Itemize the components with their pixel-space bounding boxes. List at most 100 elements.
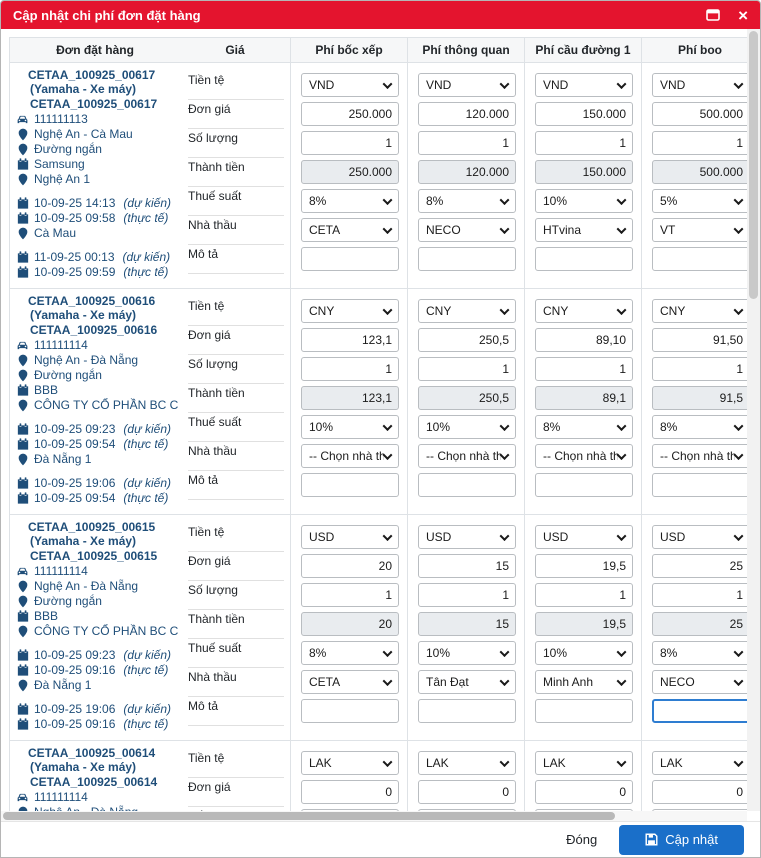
unit-price-input[interactable] <box>418 780 516 804</box>
close-icon[interactable]: × <box>738 5 748 25</box>
quantity-input[interactable] <box>652 809 747 811</box>
contractor-select[interactable]: Tân Đạt <box>418 670 516 694</box>
order-info-line: 10-09-25 09:54 (thực tế) <box>16 437 178 451</box>
currency-select[interactable]: CNY <box>301 299 399 323</box>
tax-rate-select[interactable]: 8% <box>418 189 516 213</box>
description-input[interactable] <box>535 699 633 723</box>
pin-icon <box>16 227 29 240</box>
calendar-icon <box>16 212 29 225</box>
description-input[interactable] <box>652 699 747 723</box>
tax-rate-select[interactable]: 5% <box>652 189 747 213</box>
quantity-input[interactable] <box>418 809 516 811</box>
currency-select[interactable]: VND <box>418 73 516 97</box>
contractor-select[interactable]: -- Chọn nhà thầu -- <box>418 444 516 468</box>
currency-select[interactable]: USD <box>301 525 399 549</box>
contractor-select[interactable]: CETA <box>301 218 399 242</box>
unit-price-input[interactable] <box>301 780 399 804</box>
description-input[interactable] <box>535 247 633 271</box>
currency-select[interactable]: VND <box>301 73 399 97</box>
unit-price-input[interactable] <box>652 780 747 804</box>
unit-price-input[interactable] <box>418 102 516 126</box>
quantity-input[interactable] <box>418 357 516 381</box>
quantity-input[interactable] <box>652 357 747 381</box>
quantity-input[interactable] <box>535 131 633 155</box>
description-input[interactable] <box>418 247 516 271</box>
contractor-select[interactable]: -- Chọn nhà thầu -- <box>535 444 633 468</box>
description-input[interactable] <box>301 699 399 723</box>
order-code: CETAA_100925_00616 <box>30 323 158 337</box>
description-input[interactable] <box>418 699 516 723</box>
description-input[interactable] <box>301 247 399 271</box>
description-input[interactable] <box>652 473 747 497</box>
horizontal-scrollbar[interactable] <box>1 811 747 821</box>
description-input[interactable] <box>418 473 516 497</box>
horizontal-scrollbar-thumb[interactable] <box>3 812 615 820</box>
tax-rate-select[interactable]: 8% <box>652 415 747 439</box>
tax-rate-select[interactable]: 10% <box>301 415 399 439</box>
quantity-input[interactable] <box>301 357 399 381</box>
window-icon[interactable] <box>706 9 720 21</box>
quantity-input[interactable] <box>301 809 399 811</box>
description-input[interactable] <box>301 473 399 497</box>
currency-select[interactable]: LAK <box>418 751 516 775</box>
currency-select[interactable]: LAK <box>535 751 633 775</box>
unit-price-input[interactable] <box>535 102 633 126</box>
unit-price-input[interactable] <box>535 554 633 578</box>
currency-select[interactable]: LAK <box>652 751 747 775</box>
unit-price-input[interactable] <box>418 554 516 578</box>
quantity-input[interactable] <box>535 357 633 381</box>
quantity-input[interactable] <box>535 809 633 811</box>
quantity-input[interactable] <box>301 131 399 155</box>
order-info-line: CÔNG TY CỔ PHẦN BC CONC... <box>16 624 178 638</box>
contractor-select[interactable]: -- Chọn nhà thầu -- <box>652 444 747 468</box>
unit-price-input[interactable] <box>301 554 399 578</box>
tax-rate-select[interactable]: 10% <box>418 415 516 439</box>
contractor-select[interactable]: NECO <box>418 218 516 242</box>
tax-rate-select[interactable]: 10% <box>535 189 633 213</box>
vertical-scrollbar-thumb[interactable] <box>749 31 758 299</box>
unit-price-input[interactable] <box>652 102 747 126</box>
update-button[interactable]: Cập nhật <box>619 824 744 855</box>
unit-price-input[interactable] <box>301 102 399 126</box>
quantity-input[interactable] <box>652 583 747 607</box>
contractor-select[interactable]: NECO <box>652 670 747 694</box>
unit-price-input[interactable] <box>652 328 747 352</box>
unit-price-input[interactable] <box>652 554 747 578</box>
quantity-input[interactable] <box>418 131 516 155</box>
description-input[interactable] <box>535 473 633 497</box>
currency-select[interactable]: VND <box>535 73 633 97</box>
quantity-input[interactable] <box>418 583 516 607</box>
tax-rate-select[interactable]: 10% <box>535 641 633 665</box>
currency-select[interactable]: USD <box>652 525 747 549</box>
contractor-select[interactable]: CETA <box>301 670 399 694</box>
vertical-scrollbar[interactable] <box>747 29 760 811</box>
currency-select[interactable]: CNY <box>652 299 747 323</box>
unit-price-input[interactable] <box>301 328 399 352</box>
currency-select[interactable]: LAK <box>301 751 399 775</box>
unit-price-input[interactable] <box>535 328 633 352</box>
quantity-input[interactable] <box>301 583 399 607</box>
quantity-input[interactable] <box>535 583 633 607</box>
contractor-select[interactable]: -- Chọn nhà thầu -- <box>301 444 399 468</box>
contractor-select[interactable]: VT <box>652 218 747 242</box>
contractor-select[interactable]: Minh Anh <box>535 670 633 694</box>
tax-rate-select[interactable]: 8% <box>301 189 399 213</box>
currency-select[interactable]: CNY <box>418 299 516 323</box>
order-info-line: CÔNG TY CỔ PHẦN BC CONC... <box>16 398 178 412</box>
unit-price-input[interactable] <box>535 780 633 804</box>
currency-select[interactable]: VND <box>652 73 747 97</box>
quantity-input[interactable] <box>652 131 747 155</box>
close-button[interactable]: Đóng <box>554 826 609 853</box>
fee-cell: CNY 8% -- Chọn nhà thầu -- <box>641 289 747 514</box>
tax-rate-select[interactable]: 8% <box>535 415 633 439</box>
tax-rate-select[interactable]: 8% <box>652 641 747 665</box>
tax-rate-select[interactable]: 10% <box>418 641 516 665</box>
currency-select[interactable]: CNY <box>535 299 633 323</box>
tax-rate-select[interactable]: 8% <box>301 641 399 665</box>
fee-cell: LAK <box>524 741 641 811</box>
contractor-select[interactable]: HTvina <box>535 218 633 242</box>
unit-price-input[interactable] <box>418 328 516 352</box>
description-input[interactable] <box>652 247 747 271</box>
currency-select[interactable]: USD <box>535 525 633 549</box>
currency-select[interactable]: USD <box>418 525 516 549</box>
